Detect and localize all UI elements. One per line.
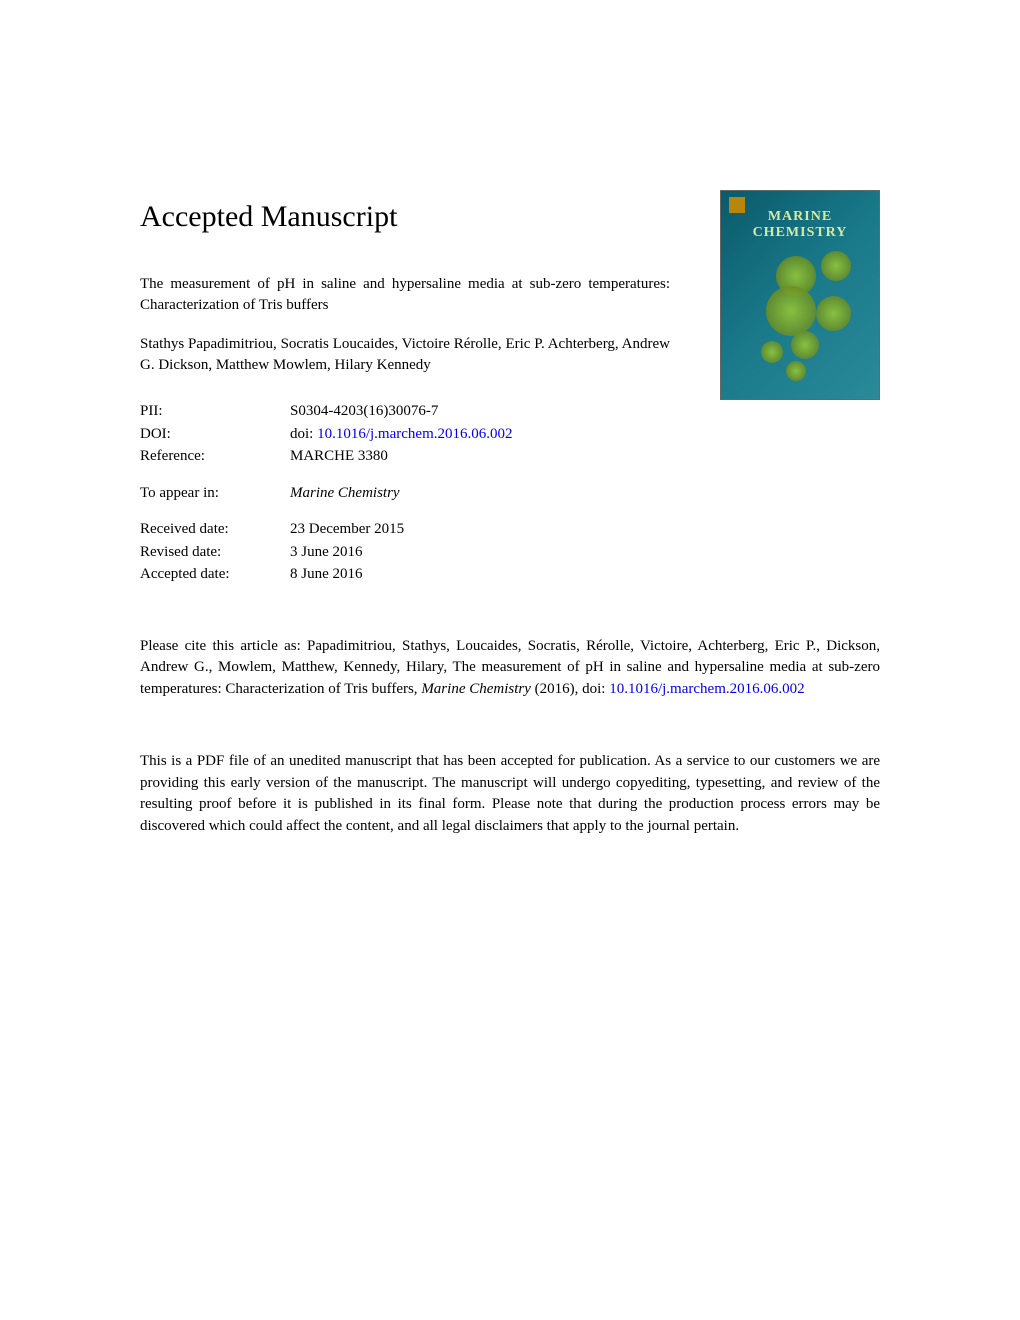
doi-label: DOI: <box>140 423 290 446</box>
publisher-logo-icon <box>729 197 745 213</box>
doi-prefix: doi: <box>290 426 317 442</box>
citation-journal: Marine Chemistry <box>421 681 531 697</box>
metadata-row-pii: PII: S0304-4203(16)30076-7 <box>140 400 880 423</box>
pii-label: PII: <box>140 400 290 423</box>
received-value: 23 December 2015 <box>290 518 880 541</box>
doi-value: doi: 10.1016/j.marchem.2016.06.002 <box>290 423 880 446</box>
citation-doi-link[interactable]: 10.1016/j.marchem.2016.06.002 <box>609 681 804 697</box>
metadata-row-doi: DOI: doi: 10.1016/j.marchem.2016.06.002 <box>140 423 880 446</box>
appear-in-label: To appear in: <box>140 482 290 505</box>
reference-value: MARCHE 3380 <box>290 445 880 468</box>
citation-year: (2016), doi: <box>531 681 609 697</box>
metadata-row-appear-in: To appear in: Marine Chemistry <box>140 482 880 505</box>
authors-list: Stathys Papadimitriou, Socratis Loucaide… <box>140 334 670 376</box>
metadata-block: PII: S0304-4203(16)30076-7 DOI: doi: 10.… <box>140 400 880 586</box>
received-label: Received date: <box>140 518 290 541</box>
article-title: The measurement of pH in saline and hype… <box>140 274 670 316</box>
metadata-row-reference: Reference: MARCHE 3380 <box>140 445 880 468</box>
appear-in-value: Marine Chemistry <box>290 482 880 505</box>
accepted-label: Accepted date: <box>140 563 290 586</box>
accepted-value: 8 June 2016 <box>290 563 880 586</box>
doi-link[interactable]: 10.1016/j.marchem.2016.06.002 <box>317 426 512 442</box>
metadata-row-accepted: Accepted date: 8 June 2016 <box>140 563 880 586</box>
pii-value: S0304-4203(16)30076-7 <box>290 400 880 423</box>
journal-cover: MARINE CHEMISTRY <box>720 190 880 400</box>
revised-label: Revised date: <box>140 541 290 564</box>
metadata-row-revised: Revised date: 3 June 2016 <box>140 541 880 564</box>
disclaimer-text: This is a PDF file of an unedited manusc… <box>140 751 880 838</box>
citation-text: Please cite this article as: Papadimitri… <box>140 636 880 701</box>
reference-label: Reference: <box>140 445 290 468</box>
cover-art <box>741 246 859 379</box>
revised-value: 3 June 2016 <box>290 541 880 564</box>
metadata-row-received: Received date: 23 December 2015 <box>140 518 880 541</box>
